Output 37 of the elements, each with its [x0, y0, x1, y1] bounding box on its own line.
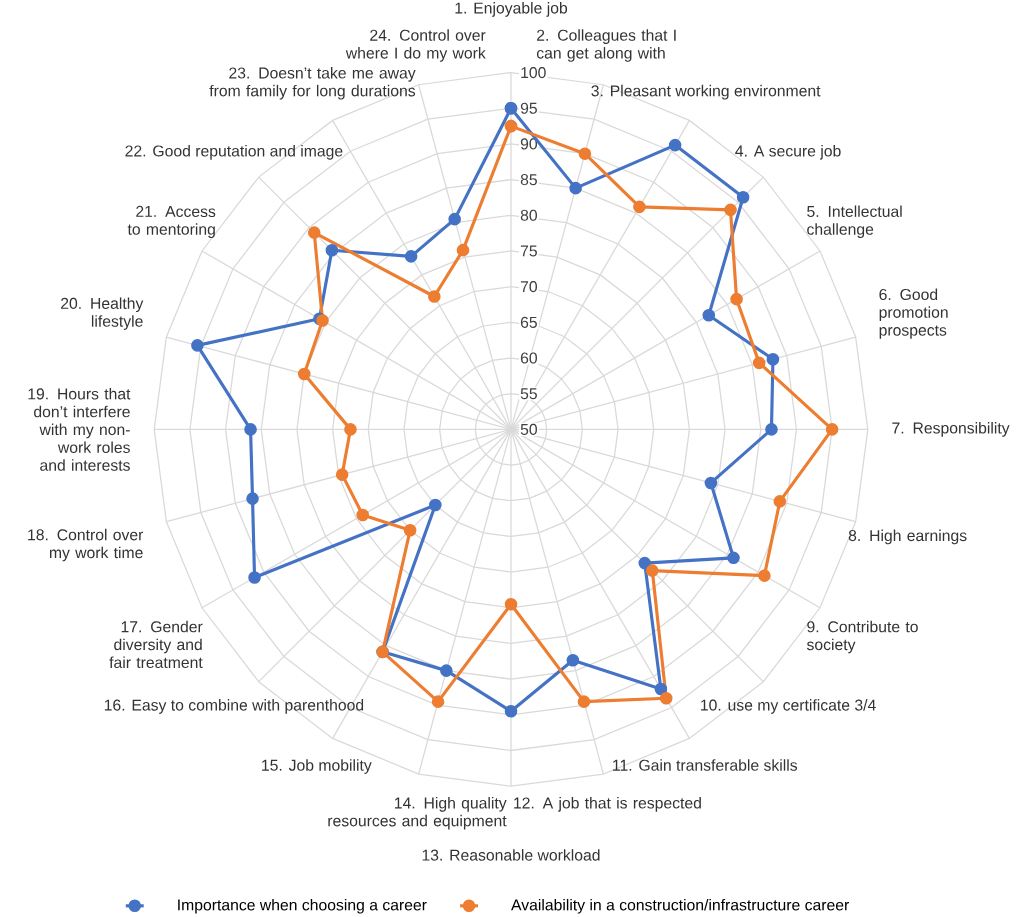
spoke-label: 21. Access to mentoring — [127, 205, 216, 239]
y-tick-label: 55 — [520, 388, 537, 400]
spoke-label: 9. Contribute to society — [806, 620, 918, 654]
y-tick-label: 90 — [520, 138, 537, 150]
y-tick-label: 65 — [520, 316, 537, 328]
spoke-label: 4. A secure job — [735, 145, 841, 160]
spoke-label: 3. Pleasant working environment — [591, 84, 821, 100]
spoke-label: 17. Gender diversity and fair treatment — [109, 620, 203, 669]
legend-label: Importance when choosing a career — [178, 898, 427, 914]
spoke-label: 2. Colleagues that I can get along with — [536, 29, 676, 62]
spoke-label: 10. use my certificate 3/4 — [701, 699, 876, 714]
spoke-label: 19. Hours that don’t interfere with my non-work roles and interests — [28, 387, 131, 471]
spoke-label: 20. Healthy lifestyle — [61, 297, 144, 330]
spoke-label: 16. Easy to combine with parenthood — [104, 699, 364, 714]
y-tick-label: 100 — [521, 67, 546, 79]
spoke-label: 7. Responsibility — [892, 422, 1010, 437]
y-tick-label: 80 — [520, 209, 537, 221]
spoke-label: 8. High earnings — [848, 529, 967, 545]
spoke-label: 22. Good reputation and image — [125, 145, 343, 160]
spoke-label: 13. Reasonable workload — [422, 849, 600, 861]
spoke-label: 24. Control over where I do my work — [345, 29, 486, 62]
legend-label: Availability in a construction/infrastructure career — [511, 898, 849, 914]
y-tick-label: 60 — [520, 352, 537, 364]
spoke-label: 5. Intellectual challenge — [807, 205, 902, 239]
spoke-label: 23. Doesn’t take me away from family for long durations — [209, 67, 416, 100]
spoke-label: 14. High quality resources and equipment — [328, 797, 507, 830]
y-tick-label: 75 — [520, 245, 537, 257]
spoke-label: 12. A job that is respected — [514, 797, 701, 812]
spoke-label: 15. Job mobility — [262, 759, 372, 774]
spoke-label: 11. Gain transferable skills — [613, 759, 798, 771]
y-tick-label: 50 — [520, 423, 537, 435]
y-tick-label: 95 — [520, 102, 537, 114]
spoke-label: 18. Control over my work time — [28, 528, 144, 562]
y-tick-label: 85 — [520, 174, 537, 186]
spoke-label: 1. Enjoyable job — [455, 2, 568, 17]
y-tick-label: 70 — [520, 281, 537, 293]
spoke-label: 6. Good promotion prospects — [879, 288, 948, 339]
